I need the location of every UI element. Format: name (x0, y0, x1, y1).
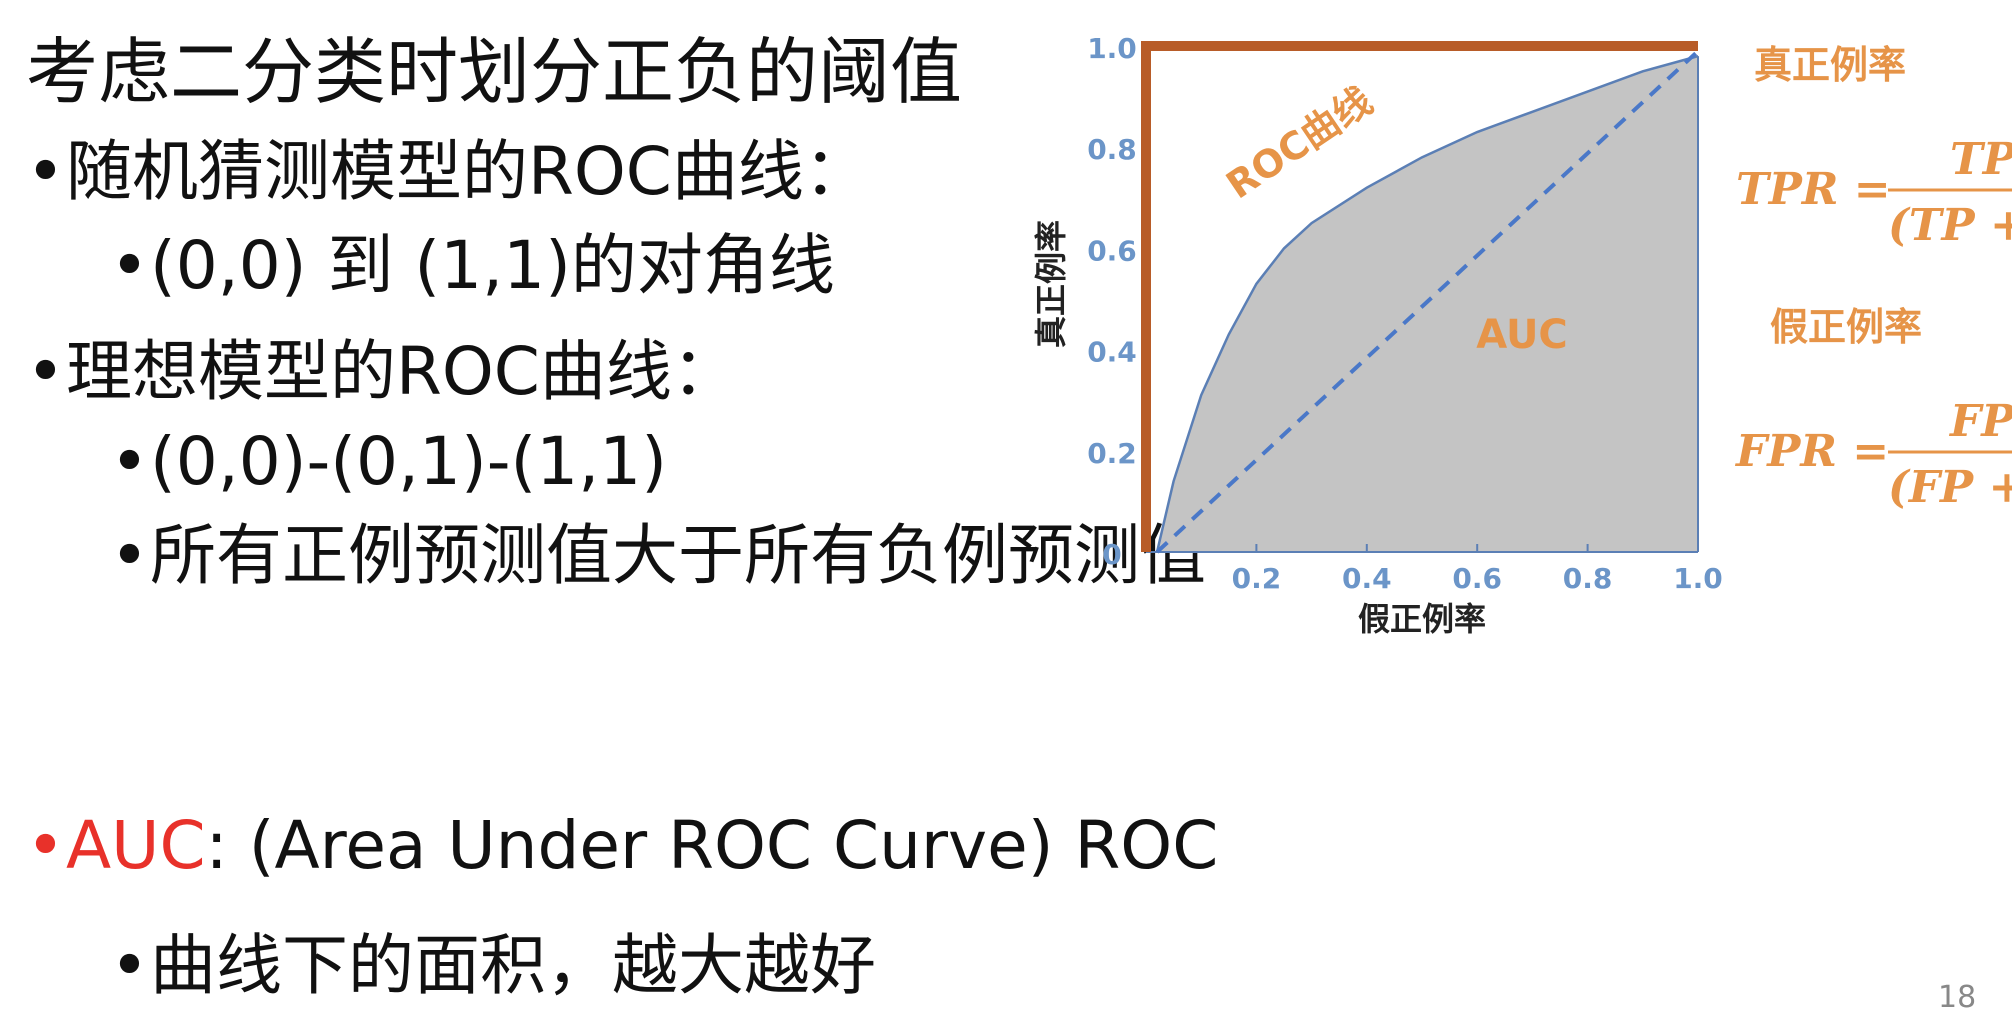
x-tick-label: 1.0 (1673, 562, 1723, 595)
bullet-ideal-sub2: •所有正例预测值大于所有负例预测值 (110, 510, 1206, 602)
bullet-text: 理想模型的ROC曲线： (66, 333, 738, 410)
bullet-ideal-sub1: •(0,0)-(0,1)-(1,1) (110, 416, 667, 508)
auc-keyword: AUC (66, 807, 206, 884)
y-tick-label: 0.4 (1087, 336, 1137, 369)
y-tick-label: 0.8 (1087, 133, 1137, 166)
x-tick-label: 0.8 (1563, 562, 1613, 595)
bullet-text: : (Area Under ROC Curve) ROC (205, 807, 1219, 884)
bullet-dot: • (110, 227, 149, 304)
bullet-dot: • (26, 133, 65, 210)
bullet-dot: • (110, 927, 149, 1004)
slide-title: 考虑二分类时划分正负的阈值 (26, 30, 963, 114)
tpr-label: 真正例率 (1754, 43, 1906, 87)
fpr-formula-lhs: FPR = (1734, 426, 1889, 477)
bullet-text: (0,0)-(0,1)-(1,1) (150, 423, 668, 500)
bullet-text: 曲线下的面积，越大越好 (150, 927, 876, 1004)
fpr-formula-denominator: (FP + TN) (1888, 462, 2012, 513)
roc-curve-line (1155, 54, 1699, 553)
random-guess-diagonal (1155, 49, 1700, 554)
tpr-formula-lhs: TPR = (1736, 164, 1891, 215)
bullet-text: 随机猜测模型的ROC曲线： (66, 133, 870, 210)
bullet-ideal: •理想模型的ROC曲线： (26, 326, 738, 418)
bullet-text: (0,0) 到 (1,1)的对角线 (150, 227, 835, 304)
bullet-random-guess: •随机猜测模型的ROC曲线： (26, 126, 870, 218)
x-tick-label: 0.6 (1452, 562, 1502, 595)
y-tick-label: 0 (1102, 538, 1121, 571)
x-tick-label: 0.2 (1232, 562, 1282, 595)
y-tick-label: 0.6 (1087, 234, 1137, 267)
bullet-dot: • (26, 333, 65, 410)
bullet-auc-sub: •曲线下的面积，越大越好 (110, 920, 876, 1012)
y-tick-label: 1.0 (1087, 32, 1137, 65)
x-tick-label: 0.4 (1342, 562, 1392, 595)
x-axis-title: 假正例率 (1358, 600, 1486, 638)
bullet-auc: •AUC: (Area Under ROC Curve) ROC (26, 800, 1218, 892)
bullet-dot: • (26, 807, 65, 884)
bullet-dot: • (110, 423, 149, 500)
roc-curve-label: ROC曲线 (1218, 78, 1380, 207)
bullet-dot: • (110, 517, 149, 594)
tpr-formula-numerator: TP (1950, 134, 2012, 185)
page-number: 18 (1938, 980, 1977, 1015)
fpr-label: 假正例率 (1770, 305, 1922, 349)
auc-label: AUC (1476, 312, 1568, 358)
bullet-text: 所有正例预测值大于所有负例预测值 (150, 517, 1206, 594)
fpr-formula-numerator: FP (1948, 396, 2012, 447)
y-axis-title: 真正例率 (1032, 220, 1070, 348)
bullet-random-guess-sub: •(0,0) 到 (1,1)的对角线 (110, 220, 835, 312)
tpr-formula-denominator: (TP + FN) (1888, 200, 2012, 251)
ideal-roc-curve (1141, 41, 1698, 552)
y-tick-label: 0.2 (1087, 437, 1137, 470)
